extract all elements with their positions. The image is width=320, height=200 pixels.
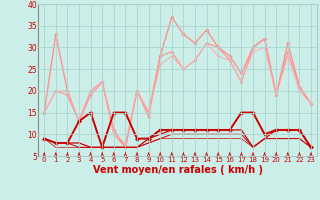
X-axis label: Vent moyen/en rafales ( km/h ): Vent moyen/en rafales ( km/h ): [92, 165, 263, 175]
